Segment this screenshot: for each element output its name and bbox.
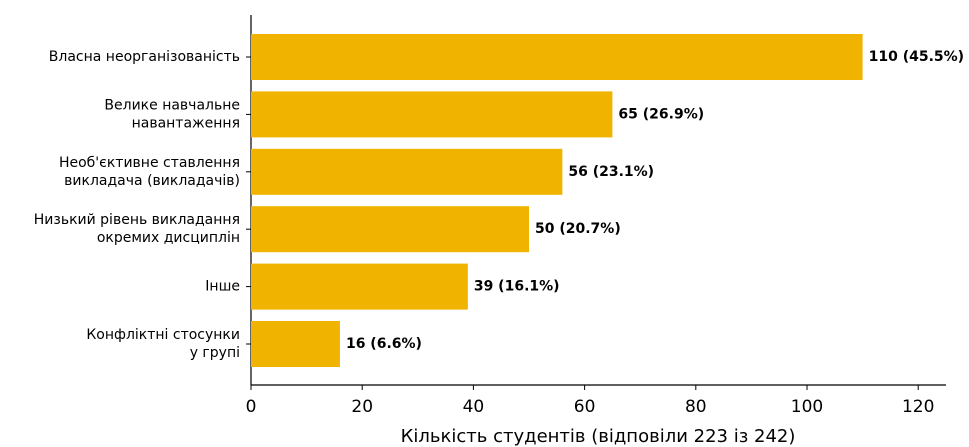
y-tick-label: Велике навчальне навантаження	[104, 97, 240, 131]
bar	[251, 206, 529, 253]
value-label: 56 (23.1%)	[568, 164, 654, 180]
x-tick-label: 20	[351, 397, 373, 417]
x-tick-label: 100	[791, 397, 823, 417]
x-tick-label: 0	[246, 397, 257, 417]
x-axis-label: Кількість студентів (відповіли 223 із 24…	[401, 426, 796, 447]
y-tick-label: Інше	[205, 279, 240, 295]
y-tick-label: Власна неорганізованість	[49, 49, 240, 65]
bar	[251, 321, 340, 367]
x-tick-label: 60	[574, 397, 596, 417]
y-tick-label: Конфліктні стосунки у групі	[86, 327, 240, 361]
bar	[251, 148, 563, 195]
bar	[251, 263, 468, 310]
y-tick-label: Необ'єктивне ставлення викладача (виклада…	[59, 155, 240, 189]
value-label: 65 (26.9%)	[618, 106, 704, 122]
value-label: 110 (45.5%)	[869, 49, 964, 65]
y-tick-label: Низький рівень викладання окремих дисципл…	[34, 212, 240, 246]
bar	[251, 34, 863, 80]
x-tick-label: 40	[463, 397, 485, 417]
x-tick-label: 80	[685, 397, 707, 417]
value-label: 50 (20.7%)	[535, 221, 621, 237]
value-label: 16 (6.6%)	[346, 336, 422, 352]
bar	[251, 91, 613, 138]
x-tick-label: 120	[902, 397, 934, 417]
value-label: 39 (16.1%)	[474, 279, 560, 295]
